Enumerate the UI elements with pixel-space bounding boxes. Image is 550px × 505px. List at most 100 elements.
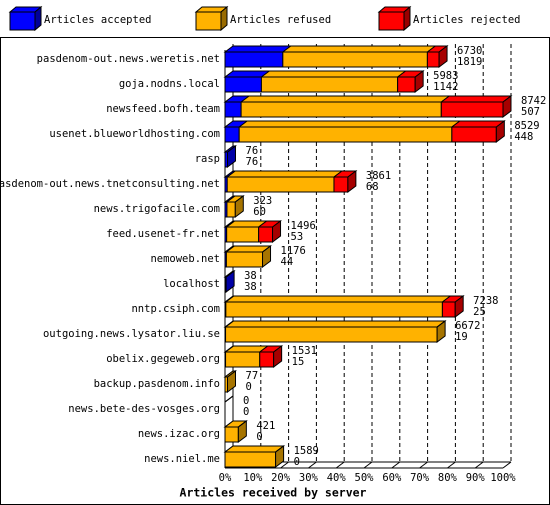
bar — [333, 176, 349, 193]
bar — [226, 226, 260, 243]
bar-top — [439, 95, 513, 103]
total-label: 6672 — [455, 320, 480, 332]
legend-swatch — [9, 11, 36, 31]
x-tick — [447, 461, 456, 469]
bar-top — [225, 170, 344, 178]
total-label: 77 — [246, 370, 259, 382]
bar-side — [347, 170, 357, 193]
bar — [224, 451, 277, 468]
legend-swatch — [378, 11, 405, 31]
bar-side — [454, 295, 464, 318]
bar — [224, 76, 262, 93]
bar — [226, 176, 335, 193]
x-tick-label: 40% — [327, 472, 347, 484]
bar-side — [414, 70, 424, 93]
total-label: 323 — [253, 195, 272, 207]
bar-side — [272, 220, 282, 243]
bar — [259, 351, 275, 368]
bar — [224, 126, 240, 143]
x-tick — [391, 461, 401, 469]
bar-top — [281, 45, 437, 53]
accepted-label: 19 — [455, 331, 468, 343]
legend-swatch — [195, 11, 222, 31]
x-tick-label: 30% — [299, 472, 319, 484]
accepted-label: 60 — [253, 206, 266, 218]
bar-side — [502, 95, 512, 118]
accepted-label: 0 — [243, 406, 249, 418]
total-label: 3861 — [366, 170, 391, 182]
y-tick-label: pasdenom-out.news.tnetconsulting.net — [0, 178, 220, 190]
y-tick-label: obelix.gegeweb.org — [106, 353, 220, 365]
x-tick — [474, 461, 484, 469]
bar — [441, 301, 456, 318]
accepted-label: 0 — [256, 431, 262, 443]
x-tick-label: 0% — [219, 472, 232, 484]
bar-top — [223, 45, 293, 53]
bar — [224, 51, 284, 68]
y-tick-label: news.trigofacile.com — [94, 203, 220, 215]
x-tick-label: 100% — [490, 472, 516, 484]
bar-side — [438, 45, 448, 68]
bar — [225, 301, 443, 318]
y-tick-label: feed.usenet-fr.net — [106, 228, 220, 240]
total-label: 421 — [256, 420, 275, 432]
y-tick-label: rasp — [195, 153, 220, 165]
accepted-label: 15 — [292, 356, 305, 368]
accepted-label: 76 — [246, 156, 259, 168]
bar-top — [450, 120, 506, 128]
total-label: 5983 — [433, 70, 458, 82]
bar — [238, 126, 453, 143]
x-tick — [419, 461, 428, 469]
bar-top — [262, 245, 271, 253]
bar-top — [224, 320, 447, 328]
x-tick-label: 60% — [382, 472, 402, 484]
x-tick — [335, 461, 345, 469]
total-label: 1496 — [291, 220, 316, 232]
accepted-label: 68 — [366, 181, 379, 193]
bar — [397, 76, 416, 93]
bar-top — [224, 295, 452, 303]
x-tick — [502, 461, 512, 469]
x-tick — [363, 461, 373, 469]
total-label: 1589 — [294, 445, 319, 457]
total-label: 0 — [243, 395, 249, 407]
y-tick-label: usenet.blueworldhosting.com — [49, 128, 220, 140]
bar-top — [259, 70, 408, 78]
bar — [240, 101, 442, 118]
accepted-label: 1819 — [457, 56, 482, 68]
accepted-label: 448 — [514, 131, 533, 143]
bar-top — [227, 370, 236, 378]
y-tick-label: backup.pasdenom.info — [94, 378, 220, 390]
bar — [282, 51, 428, 68]
total-label: 38 — [244, 270, 257, 282]
bar-top — [436, 320, 446, 328]
x-tick-label: 90% — [466, 472, 486, 484]
y-tick-label: news.niel.me — [144, 453, 220, 465]
accepted-label: 1142 — [433, 81, 458, 93]
bar — [225, 351, 261, 368]
accepted-label: 0 — [294, 456, 300, 468]
bar-top — [234, 195, 244, 203]
accepted-label: 38 — [244, 281, 257, 293]
bar-top — [225, 270, 235, 278]
legend-label: Articles refused — [230, 14, 331, 26]
bar-top — [227, 145, 236, 153]
y-tick-label: localhost — [163, 278, 220, 290]
bar — [226, 201, 236, 218]
total-label: 1176 — [281, 245, 306, 257]
y-tick-label: news.bete-des-vosges.org — [68, 403, 220, 415]
total-label: 1531 — [292, 345, 317, 357]
y-tick-label: news.izac.org — [138, 428, 220, 440]
accepted-label: 53 — [291, 231, 304, 243]
bar-top — [223, 445, 286, 453]
y-tick-label: pasdenom-out.news.weretis.net — [37, 53, 220, 65]
bar-top — [238, 420, 247, 428]
y-tick-label: nemoweb.net — [150, 253, 220, 265]
y-tick-label: nntp.csiph.com — [131, 303, 220, 315]
x-tick-label: 20% — [271, 472, 291, 484]
bar-top — [239, 95, 451, 103]
bar — [451, 126, 497, 143]
accepted-label: 25 — [473, 306, 486, 318]
y-tick-label: newsfeed.bofh.team — [106, 103, 220, 115]
